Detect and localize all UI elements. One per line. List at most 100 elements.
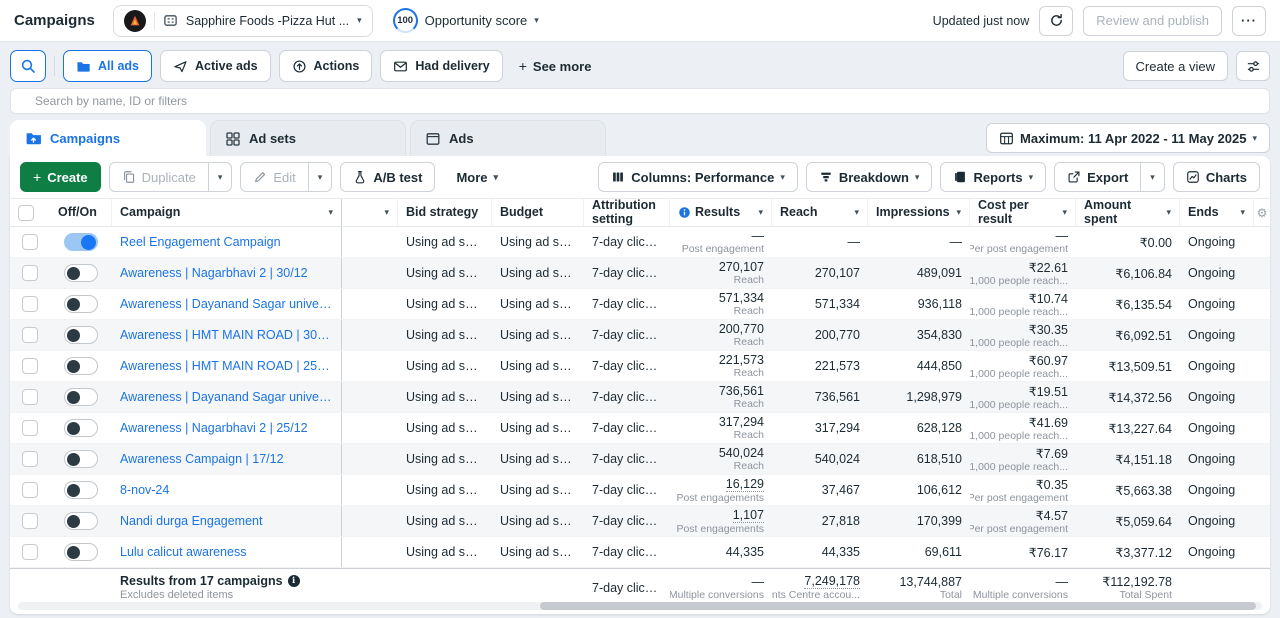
amount-spent-value: ₹0.00 [1140,235,1172,250]
row-checkbox[interactable] [22,513,38,529]
row-checkbox[interactable] [22,420,38,436]
impressions-cell: 444,850 [868,351,970,381]
header-hidden-column[interactable]: ▾ [342,199,398,226]
search-filter-button[interactable] [10,50,46,82]
cost-sublabel: Per 1,000 people reach... [970,399,1068,411]
power-toggle[interactable] [64,543,98,561]
campaign-name-link[interactable]: Awareness | Nagarbhavi 2 | 30/12 [120,266,333,280]
edit-dropdown-button[interactable]: ▾ [309,162,333,192]
tab-ad-sets[interactable]: Ad sets [210,120,406,156]
view-settings-button[interactable] [1236,51,1270,81]
header-amount-spent[interactable]: Amount spent▾ [1076,199,1180,226]
review-and-publish-button[interactable]: Review and publish [1083,6,1222,36]
power-toggle[interactable] [64,233,98,251]
power-toggle[interactable] [64,326,98,344]
bid-strategy-value: Using ad set bid ... [406,235,484,249]
row-checkbox[interactable] [22,389,38,405]
campaign-name-link[interactable]: Awareness | HMT MAIN ROAD | 25/12 [120,359,333,373]
campaign-name-link[interactable]: Lulu calicut awareness [120,545,333,559]
attribution-cell: 7-day click or ... [584,289,670,319]
duplicate-button[interactable]: Duplicate [109,162,209,192]
date-range-button[interactable]: Maximum: 11 Apr 2022 - 11 May 2025 ▾ [986,123,1270,153]
power-toggle[interactable] [64,295,98,313]
row-checkbox[interactable] [22,327,38,343]
ab-test-button[interactable]: A/B test [340,162,435,192]
refresh-button[interactable] [1039,6,1073,36]
charts-button[interactable]: Charts [1173,162,1260,192]
row-select-cell [10,227,50,257]
plus-icon: + [33,169,41,185]
row-toggle-cell [50,475,112,505]
power-toggle[interactable] [64,357,98,375]
reports-button[interactable]: Reports ▾ [940,162,1046,192]
impressions-value: 628,128 [917,421,962,435]
row-checkbox[interactable] [22,482,38,498]
row-checkbox[interactable] [22,296,38,312]
filter-chip-active-ads[interactable]: Active ads [160,50,271,82]
filter-chip-had-delivery[interactable]: Had delivery [380,50,502,82]
campaign-name-link[interactable]: 8-nov-24 [120,483,333,497]
campaign-name-link[interactable]: Reel Engagement Campaign [120,235,333,249]
breakdown-button[interactable]: Breakdown ▾ [806,162,933,192]
power-toggle[interactable] [64,481,98,499]
table-row: Awareness | HMT MAIN ROAD | 25/12 Using … [10,351,1270,382]
row-settings-cell [1254,258,1270,288]
toggle-knob [67,515,80,528]
campaign-name-link[interactable]: Nandi durga Engagement [120,514,333,528]
tab-ads[interactable]: Ads [410,120,606,156]
columns-button[interactable]: Columns: Performance ▾ [598,162,798,192]
header-impressions[interactable]: Impressions▾ [868,199,970,226]
campaign-name-link[interactable]: Awareness | Dayanand Sagar university | … [120,390,333,404]
duplicate-dropdown-button[interactable]: ▾ [209,162,233,192]
header-cost-per-result[interactable]: Cost per result▾ [970,199,1076,226]
budget-cell: Using ad set bud... [492,351,584,381]
select-all-checkbox[interactable] [18,205,34,221]
power-toggle[interactable] [64,388,98,406]
toggle-knob [67,453,80,466]
create-a-view-button[interactable]: Create a view [1123,51,1228,81]
chevron-down-icon: ▾ [218,173,223,182]
header-results[interactable]: Results▾ [670,199,772,226]
horizontal-scrollbar-thumb[interactable] [540,602,1255,610]
bid-strategy-cell: Using ad set bid ... [398,475,492,505]
filter-chip-actions[interactable]: Actions [279,50,373,82]
row-checkbox[interactable] [22,265,38,281]
row-checkbox[interactable] [22,234,38,250]
header-settings[interactable]: ⚙ [1254,199,1270,226]
row-checkbox[interactable] [22,451,38,467]
account-selector[interactable]: Sapphire Foods -Pizza Hut ... ▾ [113,5,373,37]
power-toggle[interactable] [64,450,98,468]
search-input[interactable] [35,94,1245,108]
filter-chip-all-ads[interactable]: All ads [63,50,152,82]
row-checkbox[interactable] [22,358,38,374]
row-toggle-cell [50,227,112,257]
opportunity-score-menu[interactable]: 100 Opportunity score ▾ [393,8,539,33]
edit-split-button: Edit ▾ [240,162,332,192]
tab-campaigns[interactable]: Campaigns [10,120,206,156]
campaign-name-link[interactable]: Awareness | Nagarbhavi 2 | 25/12 [120,421,333,435]
results-value: 1,107 [733,508,764,523]
campaign-name-link[interactable]: Awareness Campaign | 17/12 [120,452,333,466]
create-button[interactable]: + Create [20,162,101,192]
attribution-cell: 7-day click or ... [584,506,670,536]
cost-per-result-cell: ₹0.35Per post engagement [970,475,1076,505]
attribution-cell: 7-day click or ... [584,413,670,443]
export-button[interactable]: Export [1054,162,1141,192]
power-toggle[interactable] [64,264,98,282]
export-dropdown-button[interactable]: ▾ [1141,162,1165,192]
row-checkbox[interactable] [22,544,38,560]
edit-button[interactable]: Edit [240,162,308,192]
header-ends[interactable]: Ends▾ [1180,199,1254,226]
campaign-name-link[interactable]: Awareness | Dayanand Sagar university | … [120,297,333,311]
power-toggle[interactable] [64,419,98,437]
header-campaign[interactable]: Campaign▾ [112,199,342,226]
campaign-name-link[interactable]: Awareness | HMT MAIN ROAD | 30/12 [120,328,333,342]
see-more-button[interactable]: + See more [511,58,600,74]
ends-value: Ongoing [1188,452,1246,466]
header-reach[interactable]: Reach▾ [772,199,868,226]
power-toggle[interactable] [64,512,98,530]
more-options-button[interactable]: ··· [1232,6,1266,36]
campaign-cell: Awareness | Nagarbhavi 2 | 25/12 [112,413,342,443]
more-button[interactable]: More ▾ [443,162,511,192]
attribution-cell: 7-day click or ... [584,475,670,505]
